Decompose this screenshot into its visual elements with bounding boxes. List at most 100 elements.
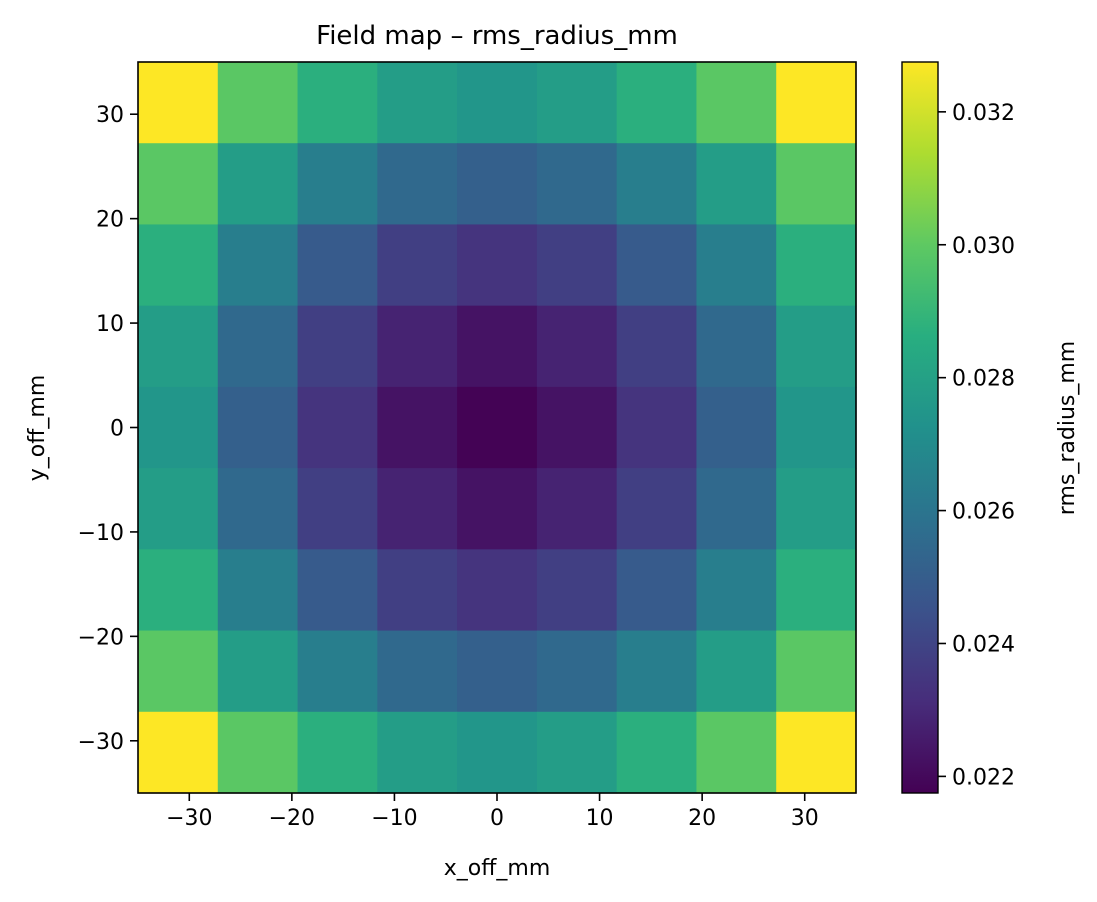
x-tick-label: 0 — [490, 806, 504, 831]
heatmap-cell — [696, 549, 777, 632]
heatmap-cell — [297, 630, 378, 713]
heatmap-cell — [457, 468, 538, 550]
heatmap-cell — [696, 224, 777, 307]
heatmap-cell — [776, 224, 857, 307]
colorbar-tick-label: 0.032 — [952, 101, 1015, 126]
colorbar-tick-label: 0.030 — [952, 234, 1015, 259]
heatmap-cell — [217, 468, 299, 550]
heatmap-cell — [217, 143, 299, 226]
heatmap-cell — [616, 305, 698, 388]
heatmap-cell — [138, 143, 219, 226]
heatmap-cell — [217, 386, 299, 469]
heatmap-cell — [377, 143, 458, 226]
heatmap-cell — [217, 549, 299, 632]
heatmap-cell — [377, 224, 458, 307]
heatmap-cell — [377, 468, 458, 550]
heatmap-cell — [696, 143, 777, 226]
heatmap-cell — [776, 143, 857, 226]
colorbar-tick-label: 0.028 — [952, 367, 1015, 392]
heatmap-cell — [297, 224, 378, 307]
heatmap-cell — [217, 224, 299, 307]
heatmap-cell — [776, 305, 857, 388]
heatmap-cell — [616, 62, 698, 144]
heatmap-cell — [616, 711, 698, 794]
y-axis-label: y_off_mm — [25, 375, 50, 482]
heatmap-cell — [217, 711, 299, 794]
y-axis-ticks: 30 20 10 0 −10 −20 −30 — [78, 103, 138, 755]
heatmap-cell — [138, 386, 219, 469]
heatmap-cell — [616, 549, 698, 632]
heatmap-cell — [696, 711, 777, 794]
x-tick-label: −30 — [166, 806, 212, 831]
x-tick-label: 20 — [688, 806, 716, 831]
heatmap-cell — [297, 62, 378, 144]
heatmap-cell — [696, 305, 777, 388]
x-tick-label: 30 — [791, 806, 819, 831]
heatmap-cell — [536, 62, 618, 144]
heatmap-cell — [217, 305, 299, 388]
heatmap-cell — [297, 711, 378, 794]
heatmap-cell — [377, 711, 458, 794]
heatmap-cell — [536, 630, 618, 713]
colorbar-tick-label: 0.022 — [952, 765, 1015, 790]
heatmap-cell — [696, 630, 777, 713]
heatmap-cell — [776, 468, 857, 550]
x-axis-ticks: −30 −20 −10 0 10 20 30 — [166, 793, 819, 831]
y-tick-label: 0 — [110, 417, 124, 442]
heatmap-cell — [776, 549, 857, 632]
heatmap-cell — [536, 386, 618, 469]
heatmap-cell — [217, 630, 299, 713]
heatmap-cell — [457, 549, 538, 632]
y-tick-label: 30 — [96, 103, 124, 128]
heatmap-cell — [536, 143, 618, 226]
y-tick-label: 10 — [96, 312, 124, 337]
heatmap-cell — [536, 224, 618, 307]
heatmap-cell — [138, 62, 219, 144]
y-tick-label: −30 — [78, 730, 124, 755]
y-tick-label: −10 — [78, 521, 124, 546]
chart-title: Field map – rms_radius_mm — [316, 21, 678, 51]
heatmap-cell — [297, 143, 378, 226]
heatmap-cell — [776, 711, 857, 794]
heatmap-cell — [536, 305, 618, 388]
heatmap-cell — [776, 386, 857, 469]
x-axis-label: x_off_mm — [444, 856, 551, 881]
heatmap-cell — [138, 711, 219, 794]
heatmap-cell — [696, 468, 777, 550]
heatmap-cell — [297, 468, 378, 550]
heatmap-cell — [776, 62, 857, 144]
y-tick-label: −20 — [78, 625, 124, 650]
x-tick-label: 10 — [586, 806, 614, 831]
heatmap-cell — [138, 305, 219, 388]
heatmap-cell — [616, 224, 698, 307]
heatmap-cell — [457, 143, 538, 226]
heatmap-cell — [536, 549, 618, 632]
heatmap-cell — [776, 630, 857, 713]
x-tick-label: −10 — [371, 806, 417, 831]
heatmap-cell — [457, 305, 538, 388]
heatmap-cell — [138, 630, 219, 713]
heatmap-cell — [696, 62, 777, 144]
heatmap-cell — [297, 549, 378, 632]
heatmap-cell — [377, 305, 458, 388]
heatmap-cell — [377, 62, 458, 144]
heatmap-cell — [457, 224, 538, 307]
heatmap-cell — [536, 468, 618, 550]
heatmap-cell — [616, 143, 698, 226]
heatmap-cell — [457, 630, 538, 713]
colorbar-ticks: 0.022 0.024 0.026 0.028 0.030 0.032 — [938, 101, 1015, 790]
colorbar — [901, 61, 939, 794]
colorbar-label: rms_radius_mm — [1055, 341, 1080, 515]
heatmap-cell — [457, 386, 538, 469]
heatmap-cell — [217, 62, 299, 144]
heatmap-cell — [297, 386, 378, 469]
heatmap-cell — [616, 630, 698, 713]
heatmap-cell — [138, 468, 219, 550]
colorbar-tick-label: 0.024 — [952, 632, 1015, 657]
heatmap-cell — [138, 224, 219, 307]
heatmap-cell — [457, 62, 538, 144]
heatmap-cell — [377, 386, 458, 469]
heatmap-cell — [616, 468, 698, 550]
y-tick-label: 20 — [96, 208, 124, 233]
